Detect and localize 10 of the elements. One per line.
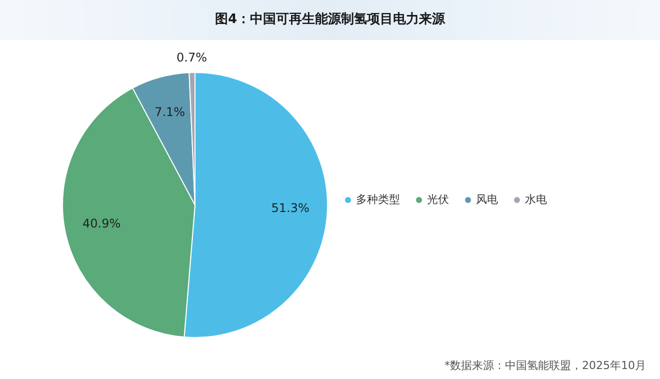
legend-label: 多种类型	[356, 192, 400, 207]
data-label: 0.7%	[176, 50, 208, 65]
data-label: 51.3%	[271, 201, 310, 216]
legend-label: 水电	[525, 192, 547, 207]
legend-label: 光伏	[427, 192, 449, 207]
legend-label: 风电	[476, 192, 498, 207]
chart-title: 图4：中国可再生能源制氢项目电力来源	[0, 0, 660, 40]
data-label: 40.9%	[82, 216, 121, 230]
text: *数据来源：中国氢能联盟，2025年10月	[444, 358, 646, 373]
data-label: 7.1%	[154, 105, 186, 120]
